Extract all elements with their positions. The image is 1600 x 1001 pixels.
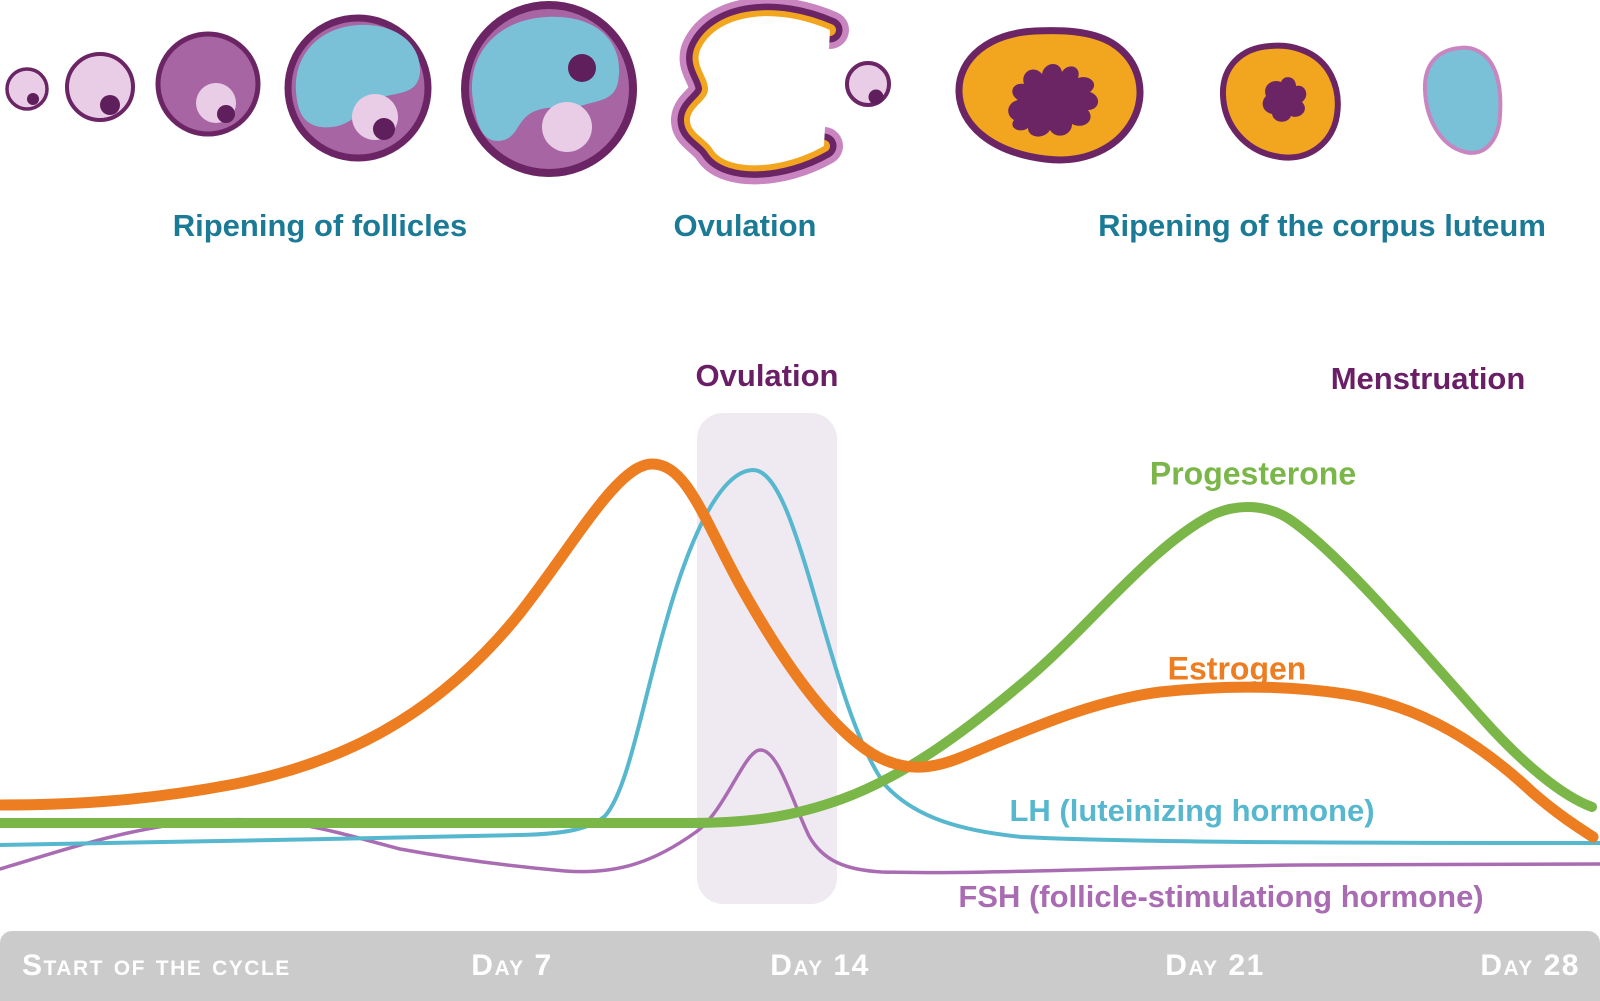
follicle-stage-4-icon: [284, 14, 432, 162]
chart-ovulation-label: Ovulation: [695, 358, 839, 393]
estrogen-label: Estrogen: [1167, 650, 1307, 687]
progesterone-curve: [0, 502, 1597, 828]
timeline-day21-label: Day 21: [1165, 949, 1265, 982]
ovulation-follicle-icon: [671, 0, 849, 185]
menstruation-label: Menstruation: [1330, 361, 1526, 396]
follicle-stage-1-icon: [5, 67, 49, 111]
corpus-luteum-small-icon: [1219, 42, 1341, 161]
timeline-day28-label: Day 28: [1480, 949, 1580, 982]
follicle-stage-2-icon: [65, 52, 135, 122]
ovulation-band: [697, 413, 837, 904]
corpus-albicans-icon: [1422, 45, 1503, 155]
follicle-stage-3-icon: [155, 31, 261, 137]
released-egg-icon: [845, 61, 891, 107]
ovulation-stage-label: Ovulation: [673, 208, 817, 243]
ripening-of-follicles-label: Ripening of follicles: [172, 208, 468, 243]
lh-curve: [0, 467, 1600, 847]
timeline-day14-label: Day 14: [770, 949, 870, 982]
timeline-bar: Start of the cycle Day 7 Day 14 Day 21 D…: [0, 931, 1600, 1001]
fsh-label: FSH (follicle-stimulationg hormone): [958, 879, 1484, 914]
corpus-luteum-label: Ripening of the corpus luteum: [1098, 208, 1546, 243]
timeline-start-label: Start of the cycle: [22, 949, 291, 982]
lh-label: LH (luteinizing hormone): [1009, 793, 1375, 828]
progesterone-label: Progesterone: [1149, 455, 1357, 492]
timeline-day7-label: Day 7: [471, 949, 553, 982]
follicle-stage-5-icon: [461, 1, 637, 177]
corpus-luteum-large-icon: [955, 27, 1144, 164]
estrogen-curve: [0, 458, 1599, 843]
